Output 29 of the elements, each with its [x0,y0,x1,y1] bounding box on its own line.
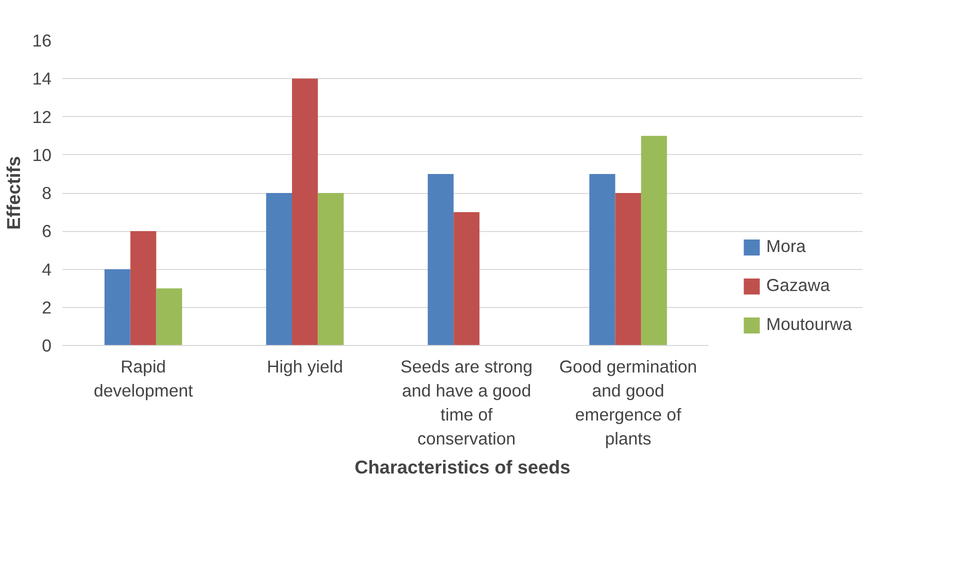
y-tick-label: 8 [42,183,52,203]
bar [292,78,318,346]
y-tick-label: 14 [32,68,52,89]
bar [615,193,642,346]
legend-label: Gazawa [766,275,830,296]
y-tick-label: 16 [32,30,52,50]
x-tick-label: High yield [266,356,343,376]
y-axis-title: Effectifs [3,156,24,230]
y-tick-label: 6 [42,221,52,242]
bar [130,231,156,346]
x-tick-label: Seeds are strong and have a good time of conservation [400,356,533,448]
x-axis-title: Characteristics of seeds [354,456,570,478]
bar [641,136,667,346]
x-tick-label: Good germination and good emergence of plants [559,356,698,448]
legend-label: Moutourwa [766,314,852,335]
bar [156,288,182,346]
y-tick-label: 2 [42,297,52,318]
legend-label: Mora [766,236,806,257]
bar [589,174,616,346]
bar [104,269,130,346]
y-tick-label: 4 [42,259,52,280]
y-tick-label: 12 [32,106,52,127]
x-tick-label: Rapid development [94,356,194,400]
bar [454,212,480,346]
y-tick-label: 0 [42,336,52,356]
bar [266,193,292,346]
bar [428,174,454,346]
bar [318,193,344,346]
y-tick-label: 10 [32,144,52,165]
